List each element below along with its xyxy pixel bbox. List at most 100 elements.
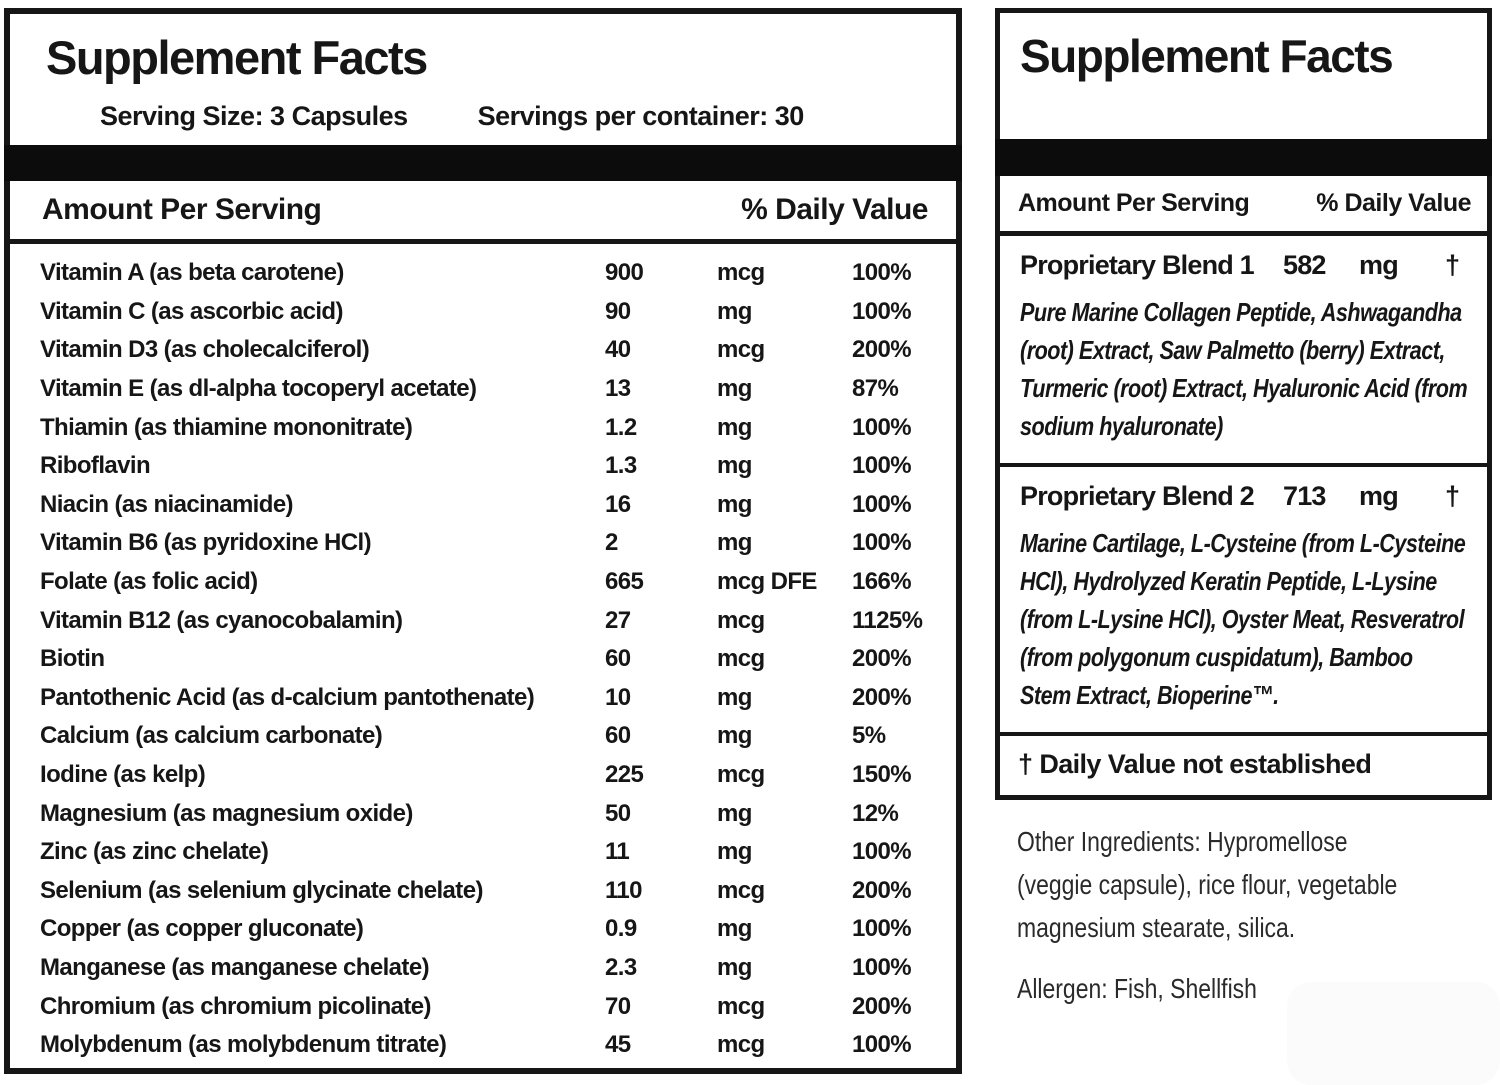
ingredient-amount: 45 bbox=[605, 1031, 631, 1059]
ingredient-amount: 225 bbox=[605, 761, 644, 789]
ingredient-name: Selenium (as selenium glycinate chelate) bbox=[40, 876, 483, 904]
ingredient-name: Pantothenic Acid (as d-calcium pantothen… bbox=[40, 683, 535, 711]
ingredient-name: Iodine (as kelp) bbox=[40, 761, 206, 789]
blend-name: Proprietary Blend 2 bbox=[1020, 481, 1255, 511]
right-panel-title: Supplement Facts bbox=[1020, 30, 1394, 82]
blend-description: Pure Marine Collagen Peptide, Ashwagandh… bbox=[1020, 297, 1468, 441]
table-row: Vitamin C (as ascorbic acid) 90 mg 100% bbox=[10, 293, 956, 332]
ingredient-name: Folate (as folic acid) bbox=[40, 568, 258, 596]
ingredient-amount: 13 bbox=[605, 375, 631, 403]
ingredient-name: Calcium (as calcium carbonate) bbox=[40, 722, 383, 750]
ingredient-amount: 900 bbox=[605, 259, 644, 287]
ingredient-unit: mcg bbox=[717, 336, 765, 364]
ingredient-amount: 1.3 bbox=[605, 452, 637, 480]
ingredient-daily-value: 100% bbox=[852, 838, 912, 866]
ingredient-unit: mg bbox=[717, 915, 752, 943]
table-row: Biotin 60 mcg 200% bbox=[10, 640, 956, 679]
ingredient-daily-value: 100% bbox=[852, 297, 912, 325]
servings-per-container: Servings per container: 30 bbox=[477, 101, 805, 131]
left-table-header: Amount Per Serving % Daily Value bbox=[10, 181, 956, 244]
ingredient-daily-value: 100% bbox=[852, 259, 912, 287]
ingredient-unit: mg bbox=[717, 297, 752, 325]
ingredient-daily-value: 1125% bbox=[852, 606, 923, 634]
table-row: Vitamin B12 (as cyanocobalamin) 27 mcg 1… bbox=[10, 601, 956, 640]
ingredient-daily-value: 100% bbox=[852, 529, 912, 557]
ingredient-daily-value: 100% bbox=[852, 490, 912, 518]
table-row: Selenium (as selenium glycinate chelate)… bbox=[10, 872, 956, 911]
ingredient-unit: mcg DFE bbox=[717, 568, 817, 596]
ingredient-amount: 0.9 bbox=[605, 915, 637, 943]
table-row: Molybdenum (as molybdenum titrate) 45 mc… bbox=[10, 1026, 956, 1065]
ingredient-unit: mg bbox=[717, 529, 752, 557]
ingredient-amount: 60 bbox=[605, 722, 631, 750]
ingredient-amount: 2 bbox=[605, 529, 618, 557]
left-panel-title: Supplement Facts bbox=[46, 31, 428, 84]
allergen-statement: Allergen: Fish, Shellfish bbox=[1017, 973, 1257, 1004]
divider-bar bbox=[4, 145, 962, 181]
ingredient-unit: mg bbox=[717, 722, 752, 750]
serving-size: Serving Size: 3 Capsules bbox=[100, 101, 408, 131]
proprietary-blends: Proprietary Blend 1 582 mg † Pure Marine… bbox=[1000, 236, 1487, 736]
ingredient-daily-value: 100% bbox=[852, 452, 912, 480]
ingredient-amount: 11 bbox=[605, 838, 630, 866]
ingredient-amount: 665 bbox=[605, 568, 644, 596]
ingredient-table: Vitamin A (as beta carotene) 900 mcg 100… bbox=[10, 244, 956, 1064]
table-row: Vitamin E (as dl-alpha tocoperyl acetate… bbox=[10, 370, 956, 409]
proprietary-blend-section: Proprietary Blend 1 582 mg † Pure Marine… bbox=[1000, 236, 1487, 467]
ingredient-name: Vitamin E (as dl-alpha tocoperyl acetate… bbox=[40, 375, 477, 403]
ingredient-unit: mg bbox=[717, 838, 752, 866]
ingredient-name: Zinc (as zinc chelate) bbox=[40, 838, 269, 866]
other-ingredients: Other Ingredients: Hypromellose (veggie c… bbox=[1017, 820, 1492, 949]
ingredient-name: Copper (as copper gluconate) bbox=[40, 915, 364, 943]
ingredient-amount: 1.2 bbox=[605, 413, 637, 441]
ingredient-amount: 60 bbox=[605, 645, 631, 673]
ingredient-unit: mcg bbox=[717, 992, 765, 1020]
blend-amount: 582 bbox=[1283, 250, 1326, 280]
ingredient-unit: mcg bbox=[717, 761, 765, 789]
right-table-header: Amount Per Serving % Daily Value bbox=[1000, 176, 1487, 236]
ingredient-name: Vitamin C (as ascorbic acid) bbox=[40, 297, 343, 325]
table-row: Vitamin D3 (as cholecalciferol) 40 mcg 2… bbox=[10, 331, 956, 370]
daily-value-header: % Daily Value bbox=[1316, 189, 1471, 217]
table-row: Thiamin (as thiamine mononitrate) 1.2 mg… bbox=[10, 408, 956, 447]
ingredient-unit: mg bbox=[717, 953, 752, 981]
ingredient-amount: 40 bbox=[605, 336, 631, 364]
ingredient-name: Thiamin (as thiamine mononitrate) bbox=[40, 413, 413, 441]
table-row: Niacin (as niacinamide) 16 mg 100% bbox=[10, 486, 956, 525]
ingredient-unit: mg bbox=[717, 375, 752, 403]
ingredient-unit: mg bbox=[717, 799, 752, 827]
blend-amount: 713 bbox=[1283, 481, 1326, 511]
amount-per-serving-header: Amount Per Serving bbox=[1018, 189, 1250, 217]
ingredient-name: Magnesium (as magnesium oxide) bbox=[40, 799, 413, 827]
other-ingredients-line: (veggie capsule), rice flour, vegetable bbox=[1017, 869, 1398, 900]
ingredient-unit: mcg bbox=[717, 1031, 765, 1059]
ingredient-name: Manganese (as manganese chelate) bbox=[40, 953, 430, 981]
ingredient-daily-value: 200% bbox=[852, 645, 912, 673]
amount-per-serving-header: Amount Per Serving bbox=[42, 193, 322, 226]
ingredient-name: Vitamin A (as beta carotene) bbox=[40, 259, 344, 287]
ingredient-name: Molybdenum (as molybdenum titrate) bbox=[40, 1031, 447, 1059]
ingredient-unit: mg bbox=[717, 490, 752, 518]
ingredient-unit: mcg bbox=[717, 606, 765, 634]
ingredient-name: Vitamin B6 (as pyridoxine HCl) bbox=[40, 529, 372, 557]
blend-heading: Proprietary Blend 1 582 mg † bbox=[1020, 250, 1467, 281]
ingredient-unit: mcg bbox=[717, 876, 765, 904]
ingredient-daily-value: 200% bbox=[852, 336, 912, 364]
table-row: Manganese (as manganese chelate) 2.3 mg … bbox=[10, 949, 956, 988]
ingredient-unit: mg bbox=[717, 683, 752, 711]
ingredient-daily-value: 200% bbox=[852, 683, 912, 711]
ingredient-unit: mg bbox=[717, 413, 752, 441]
ingredient-unit: mcg bbox=[717, 259, 765, 287]
right-column: Supplement Facts Amount Per Serving % Da… bbox=[995, 8, 1492, 1005]
ingredient-name: Chromium (as chromium picolinate) bbox=[40, 992, 432, 1020]
serving-info-row: Serving Size: 3 Capsules Servings per co… bbox=[100, 101, 956, 132]
blend-daily-value-dagger: † bbox=[1445, 481, 1460, 511]
table-row: Magnesium (as magnesium oxide) 50 mg 12% bbox=[10, 794, 956, 833]
proprietary-blend-section: Proprietary Blend 2 713 mg † Marine Cart… bbox=[1000, 467, 1487, 736]
ingredient-daily-value: 100% bbox=[852, 915, 912, 943]
ingredient-amount: 10 bbox=[605, 683, 631, 711]
left-supplement-facts-panel: Supplement Facts Serving Size: 3 Capsule… bbox=[4, 8, 962, 1074]
ingredient-amount: 16 bbox=[605, 490, 631, 518]
table-row: Zinc (as zinc chelate) 11 mg 100% bbox=[10, 833, 956, 872]
table-row: Iodine (as kelp) 225 mcg 150% bbox=[10, 756, 956, 795]
